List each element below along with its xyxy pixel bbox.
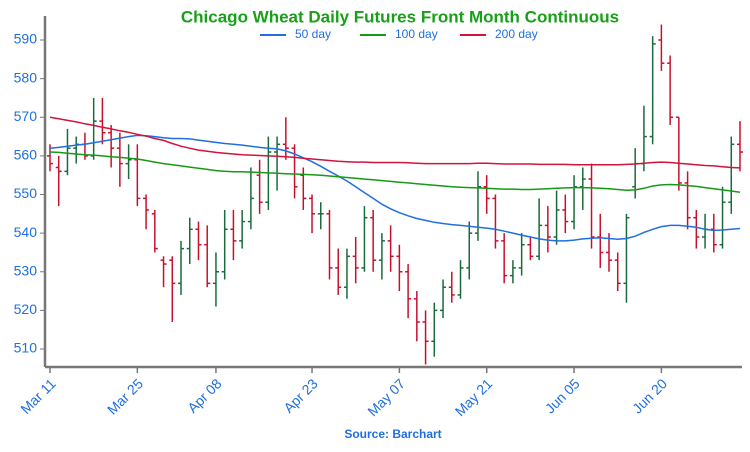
y-tick-label: 580: [14, 69, 38, 85]
moving-average-line: [49, 134, 741, 242]
source: Source: Barchart: [344, 427, 441, 441]
y-tick-label: 570: [14, 108, 38, 124]
legend-label: 50 day: [295, 27, 331, 41]
y-tick-label: 540: [14, 224, 38, 240]
chart-title: Chicago Wheat Daily Futures Front Month …: [181, 7, 619, 26]
legend-label: 100 day: [395, 27, 438, 41]
y-tick-label: 510: [14, 340, 38, 356]
y-tick-label: 590: [14, 31, 38, 47]
moving-average-line: [49, 116, 741, 169]
legend-label: 200 day: [495, 27, 538, 41]
moving-average-line: [49, 151, 741, 193]
y-tick-label: 560: [14, 147, 38, 163]
y-tick-label: 530: [14, 262, 38, 278]
y-tick-label: 550: [14, 185, 38, 201]
y-tick-label: 520: [14, 301, 38, 317]
